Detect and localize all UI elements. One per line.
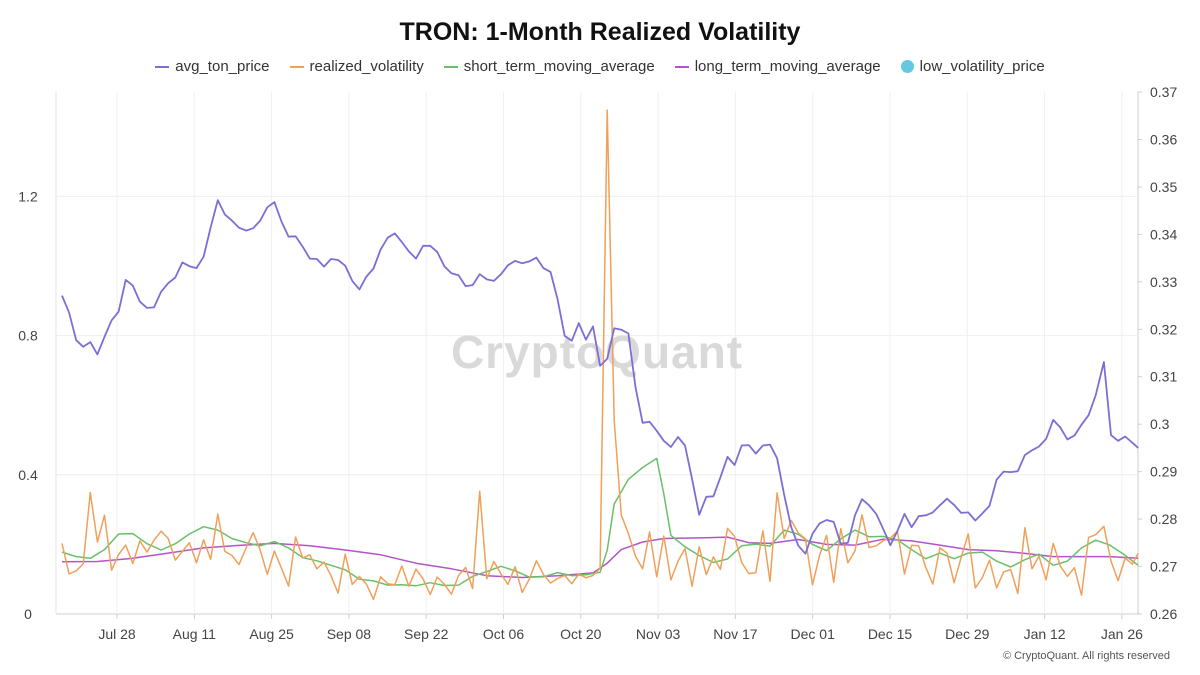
legend-swatch — [674, 65, 689, 68]
legend-swatch — [443, 65, 458, 68]
legend-item[interactable]: low_volatility_price — [900, 58, 1045, 75]
x-tick-label: Nov 03 — [636, 626, 681, 642]
x-tick-label: Sep 22 — [404, 626, 449, 642]
y-right-tick-label: 0.32 — [1150, 321, 1177, 337]
y-right-tick-label: 0.34 — [1150, 226, 1177, 242]
x-tick-label: Jan 26 — [1101, 626, 1143, 642]
y-left-tick-label: 0.8 — [18, 328, 38, 344]
legend-label: low_volatility_price — [919, 58, 1045, 75]
y-right-tick-label: 0.33 — [1150, 274, 1177, 290]
series-line-short-term-moving-average — [61, 457, 1139, 587]
legend-item[interactable]: short_term_moving_average — [443, 58, 655, 75]
legend-swatch — [155, 65, 170, 68]
legend-item[interactable]: realized_volatility — [289, 58, 424, 75]
y-right-tick-label: 0.27 — [1150, 559, 1177, 575]
legend-label: long_term_moving_average — [694, 58, 881, 75]
copyright-text: © CryptoQuant. All rights reserved — [1003, 650, 1170, 662]
legend-item[interactable]: avg_ton_price — [155, 58, 270, 75]
y-right-tick-label: 0.28 — [1150, 511, 1177, 527]
x-tick-label: Jul 28 — [98, 626, 136, 642]
x-tick-label: Sep 08 — [327, 626, 372, 642]
x-tick-label: Aug 11 — [173, 626, 217, 642]
y-right-tick-label: 0.29 — [1150, 464, 1177, 480]
legend-label: avg_ton_price — [175, 58, 270, 75]
x-tick-label: Nov 17 — [713, 626, 758, 642]
x-tick-label: Aug 25 — [249, 626, 294, 642]
y-left-tick-label: 0 — [24, 606, 32, 622]
legend-swatch — [289, 65, 304, 68]
y-right-tick-label: 0.26 — [1150, 606, 1177, 622]
x-tick-label: Dec 29 — [945, 626, 990, 642]
y-right-tick-label: 0.36 — [1150, 131, 1177, 147]
x-tick-label: Dec 01 — [791, 626, 836, 642]
x-tick-label: Oct 20 — [560, 626, 601, 642]
x-tick-label: Dec 15 — [868, 626, 913, 642]
x-tick-label: Oct 06 — [483, 626, 524, 642]
series-line-realized-volatility — [61, 109, 1139, 601]
y-right-tick-label: 0.31 — [1150, 369, 1177, 385]
y-left-tick-label: 1.2 — [18, 188, 38, 204]
y-right-tick-label: 0.3 — [1150, 416, 1170, 432]
legend-label: realized_volatility — [309, 58, 424, 75]
legend-item[interactable]: long_term_moving_average — [674, 58, 881, 75]
x-tick-label: Jan 12 — [1024, 626, 1066, 642]
series-line-avg-ton-price — [61, 199, 1139, 555]
chart-title: TRON: 1-Month Realized Volatility — [399, 18, 801, 46]
y-left-tick-label: 0.4 — [18, 467, 38, 483]
y-right-tick-label: 0.35 — [1150, 179, 1177, 195]
watermark: CryptoQuant — [451, 326, 743, 378]
legend-label: short_term_moving_average — [463, 58, 655, 75]
legend: avg_ton_price realized_volatility short_te… — [0, 58, 1200, 75]
legend-swatch — [900, 60, 914, 73]
y-right-tick-label: 0.37 — [1150, 84, 1177, 100]
